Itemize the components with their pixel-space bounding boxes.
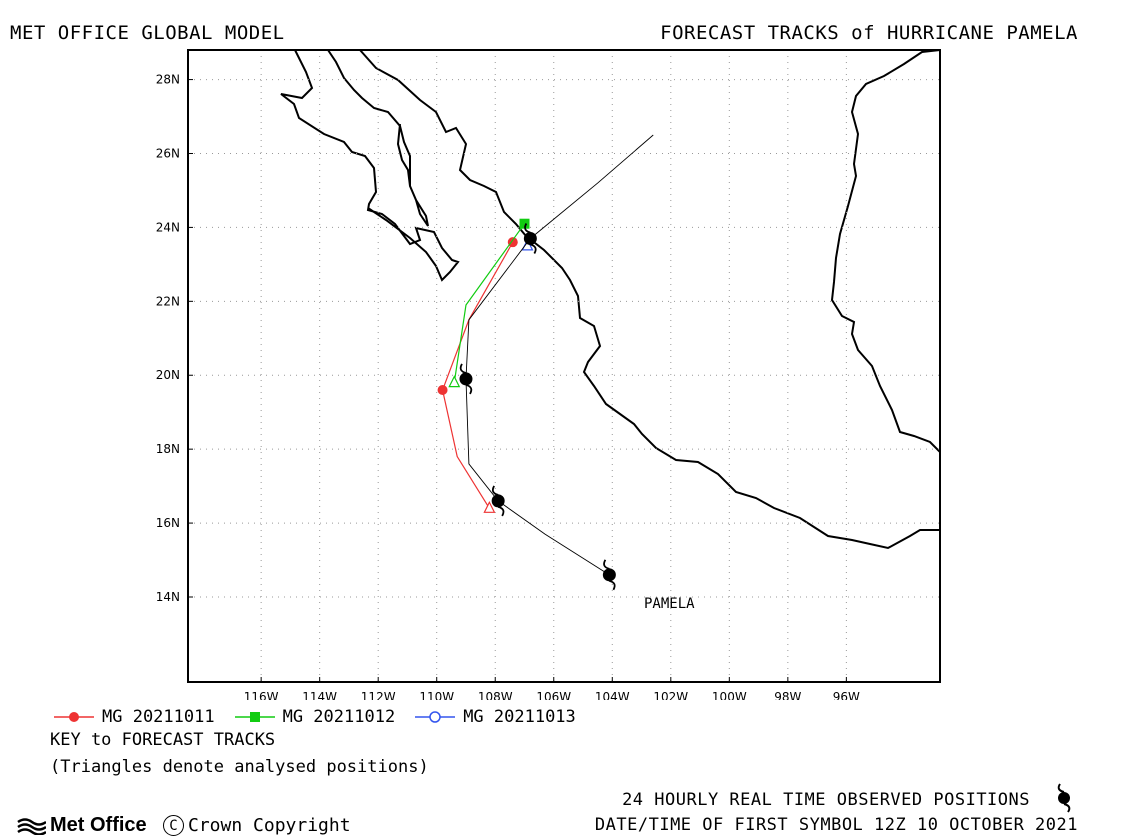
y-tick-label: 16N — [156, 516, 180, 530]
x-tick-label: 116W — [244, 690, 279, 700]
y-tick-label: 20N — [156, 368, 180, 382]
x-tick-label: 110W — [419, 690, 454, 700]
hurricane-symbol-arm — [603, 559, 610, 570]
legend-marker-blue-circle — [415, 711, 456, 723]
legend-item-mg-20211013: MG 20211013 — [413, 707, 576, 727]
hurricane-symbol-core — [602, 568, 616, 582]
copyright-icon: C — [163, 815, 184, 836]
hurricane-symbol-arm — [465, 384, 473, 395]
hurricane-symbol-core — [459, 372, 473, 386]
storm-name-label: PAMELA — [644, 596, 695, 612]
hurricane-symbol — [602, 559, 616, 591]
observed-track-line — [465, 134, 654, 576]
key-note: (Triangles denote analysed positions) — [50, 757, 429, 777]
forecast-marker-square — [519, 218, 530, 229]
hurricane-symbol-arm — [497, 506, 505, 517]
hurricane-symbol-arm — [524, 223, 531, 234]
x-tick-label: 98W — [774, 690, 801, 700]
grid-lines — [188, 50, 940, 682]
observed-positions-label: 24 HOURLY REAL TIME OBSERVED POSITIONS — [622, 790, 1030, 810]
forecast-marker-circle — [437, 385, 448, 396]
copyright: C Crown Copyright — [163, 815, 351, 836]
legend-label: MG 20211012 — [282, 707, 396, 727]
hurricane-symbol — [491, 485, 505, 517]
hurricane-symbol-arm — [530, 243, 537, 254]
legend-item-mg-20211011: MG 20211011 — [52, 707, 215, 727]
hurricane-symbol-core — [491, 494, 505, 508]
x-tick-label: 100W — [712, 690, 747, 700]
x-tick-label: 108W — [478, 690, 513, 700]
legend-marker-red-circle — [54, 712, 94, 722]
forecast-track-map: 116W 114W 112W 110W 108W 106W 104W 102W 100W 98W 9… — [156, 49, 941, 700]
forecast-track-line — [441, 241, 514, 509]
y-tick-label: 24N — [156, 220, 180, 234]
x-tick-label: 112W — [361, 690, 396, 700]
x-tick-label: 102W — [653, 690, 688, 700]
y-tick-label: 18N — [156, 442, 180, 456]
hurricane-symbol-arm — [459, 363, 467, 374]
legend-label: MG 20211013 — [463, 707, 576, 727]
header-left-title: MET OFFICE GLOBAL MODEL — [10, 22, 285, 44]
y-tick-label: 14N — [156, 590, 180, 604]
met-office-logo: Met Office — [16, 814, 147, 837]
y-tick-label: 26N — [156, 146, 180, 160]
logo-text: Met Office — [50, 814, 147, 836]
hurricane-symbol-icon — [1057, 783, 1071, 813]
legend-label: MG 20211011 — [102, 707, 215, 727]
y-tick-label: 22N — [156, 294, 180, 308]
met-office-waves-icon — [17, 817, 46, 835]
key-title: KEY to FORECAST TRACKS — [50, 730, 276, 750]
forecast-track-line — [453, 223, 525, 383]
legend-item-mg-20211012: MG 20211012 — [233, 707, 396, 727]
x-tick-label: 114W — [302, 690, 337, 700]
header-right-title: FORECAST TRACKS of HURRICANE PAMELA — [660, 22, 1078, 44]
analysed-triangle — [483, 500, 496, 513]
forecast-marker-circle — [507, 237, 518, 248]
hurricane-symbol-arm — [491, 485, 499, 496]
copyright-text: Crown Copyright — [188, 815, 351, 836]
analysed-triangle — [448, 375, 461, 388]
x-tick-label: 104W — [595, 690, 630, 700]
hurricane-symbol-arm — [609, 579, 616, 591]
y-tick-label: 28N — [156, 73, 180, 87]
legend: MG 20211011 MG 20211012 MG 20211013 — [52, 707, 586, 727]
x-tick-label: 106W — [536, 690, 571, 700]
coastline — [280, 49, 941, 550]
map-frame — [187, 49, 941, 683]
legend-marker-green-square — [234, 712, 275, 722]
x-tick-label: 96W — [833, 690, 860, 700]
hurricane-symbol — [523, 223, 537, 254]
axis-ticks: 116W 114W 112W 110W 108W 106W 104W 102W 100W 98W 9… — [156, 73, 860, 700]
first-symbol-datetime: DATE/TIME OF FIRST SYMBOL 12Z 10 OCTOBER… — [594, 815, 1078, 835]
hurricane-symbol — [459, 363, 473, 395]
observed-track — [459, 134, 654, 591]
hurricane-symbol-core — [523, 231, 537, 245]
forecast-tracks — [437, 218, 534, 513]
